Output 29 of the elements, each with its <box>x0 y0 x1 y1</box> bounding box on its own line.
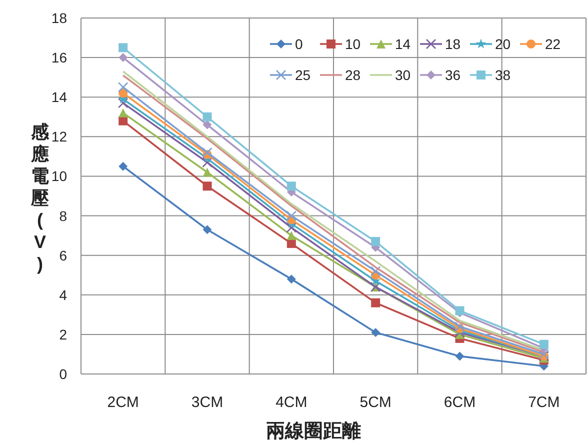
legend-label: 28 <box>345 67 361 83</box>
legend-label: 18 <box>445 36 461 52</box>
legend-label: 10 <box>345 36 361 52</box>
x-tick-label: 3CM <box>191 394 224 411</box>
legend-label: 38 <box>495 67 511 83</box>
y-tick-label: 10 <box>51 168 68 184</box>
x-tick-label: 4CM <box>276 394 308 411</box>
x-tick-label: 5CM <box>360 394 392 411</box>
y-tick-label: 2 <box>59 326 68 342</box>
legend-label: 30 <box>395 67 411 83</box>
y-tick-label: 8 <box>59 208 68 224</box>
y-tick-label: 18 <box>51 10 68 26</box>
legend-label: 20 <box>495 36 511 52</box>
y-tick-label: 6 <box>59 247 68 264</box>
y-tick-label: 14 <box>51 89 68 106</box>
legend-label: 25 <box>295 67 311 83</box>
x-tick-label: 2CM <box>107 394 139 411</box>
y-tick-label: 12 <box>51 128 68 145</box>
y-tick-label: 0 <box>59 366 68 382</box>
y-tick-label: 4 <box>59 286 68 303</box>
legend-label: 14 <box>395 36 411 52</box>
legend-label: 36 <box>445 67 461 83</box>
x-tick-label: 7CM <box>528 394 560 411</box>
legend-label: 22 <box>545 36 561 52</box>
x-axis-title: 兩線圈距離 <box>266 420 361 442</box>
y-tick-label: 16 <box>51 50 68 66</box>
legend-label: 0 <box>295 36 303 52</box>
y-axis-title: 感應電壓(V) <box>31 122 49 274</box>
x-tick-label: 6CM <box>444 394 476 411</box>
